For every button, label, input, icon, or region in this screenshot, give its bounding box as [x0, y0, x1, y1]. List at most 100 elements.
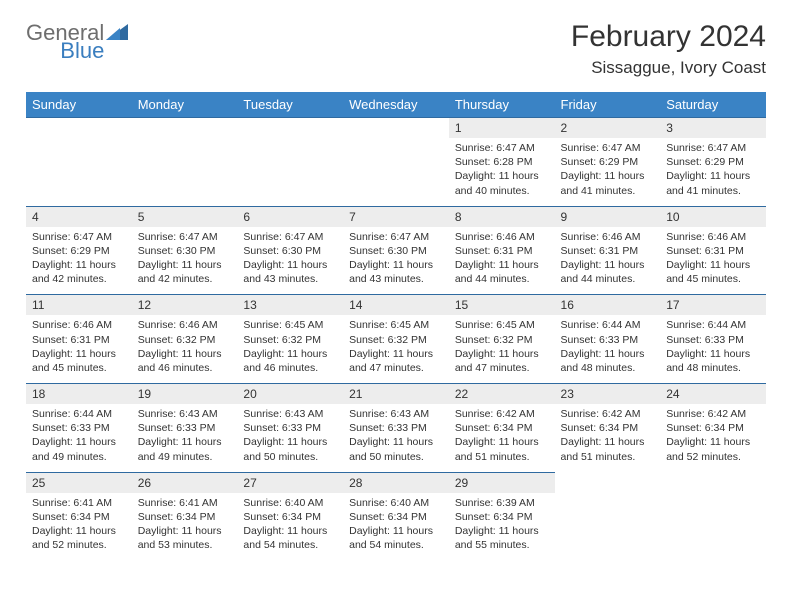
day-details: Sunrise: 6:45 AMSunset: 6:32 PMDaylight:…	[449, 315, 555, 383]
day-number: 15	[449, 294, 555, 315]
day-number: 17	[660, 294, 766, 315]
day-number: 27	[237, 472, 343, 493]
daylight-text: Daylight: 11 hours and 50 minutes.	[243, 435, 337, 463]
day-number: 23	[555, 383, 661, 404]
sunset-text: Sunset: 6:33 PM	[138, 421, 232, 435]
day-number: 11	[26, 294, 132, 315]
day-details: Sunrise: 6:39 AMSunset: 6:34 PMDaylight:…	[449, 493, 555, 561]
daylight-text: Daylight: 11 hours and 49 minutes.	[32, 435, 126, 463]
sunset-text: Sunset: 6:33 PM	[243, 421, 337, 435]
daylight-text: Daylight: 11 hours and 46 minutes.	[138, 347, 232, 375]
day-number: 4	[26, 206, 132, 227]
day-details: Sunrise: 6:42 AMSunset: 6:34 PMDaylight:…	[555, 404, 661, 472]
calendar-cell: 25Sunrise: 6:41 AMSunset: 6:34 PMDayligh…	[26, 472, 132, 561]
day-details: Sunrise: 6:40 AMSunset: 6:34 PMDaylight:…	[343, 493, 449, 561]
sunrise-text: Sunrise: 6:44 AM	[32, 407, 126, 421]
calendar-cell	[237, 117, 343, 206]
day-details: Sunrise: 6:46 AMSunset: 6:31 PMDaylight:…	[449, 227, 555, 295]
day-number	[555, 472, 661, 479]
day-details: Sunrise: 6:46 AMSunset: 6:31 PMDaylight:…	[660, 227, 766, 295]
sunrise-text: Sunrise: 6:42 AM	[561, 407, 655, 421]
daylight-text: Daylight: 11 hours and 51 minutes.	[455, 435, 549, 463]
sunrise-text: Sunrise: 6:39 AM	[455, 496, 549, 510]
calendar-cell: 11 Sunrise: 6:46 AMSunset: 6:31 PMDayligh…	[26, 294, 132, 383]
day-details: Sunrise: 6:46 AMSunset: 6:31 PMDaylight:…	[555, 227, 661, 295]
calendar-week-row: 11Sunrise: 6:46 AMSunset: 6:31 PMDayligh…	[26, 294, 766, 383]
sunset-text: Sunset: 6:33 PM	[32, 421, 126, 435]
page-header: General Blue February 2024 Sissaggue, Iv…	[26, 20, 766, 78]
daylight-text: Daylight: 11 hours and 48 minutes.	[561, 347, 655, 375]
sunrise-text: Sunrise: 6:42 AM	[666, 407, 760, 421]
sunrise-text: Sunrise: 6:46 AM	[138, 318, 232, 332]
dayname-row: Sunday Monday Tuesday Wednesday Thursday…	[26, 92, 766, 117]
daylight-text: Daylight: 11 hours and 45 minutes.	[32, 347, 126, 375]
day-number: 28	[343, 472, 449, 493]
daylight-text: Daylight: 11 hours and 50 minutes.	[349, 435, 443, 463]
daylight-text: Daylight: 11 hours and 47 minutes.	[455, 347, 549, 375]
sunset-text: Sunset: 6:33 PM	[666, 333, 760, 347]
day-details: Sunrise: 6:45 AMSunset: 6:32 PMDaylight:…	[343, 315, 449, 383]
daylight-text: Daylight: 11 hours and 48 minutes.	[666, 347, 760, 375]
location-subtitle: Sissaggue, Ivory Coast	[571, 58, 766, 78]
daylight-text: Daylight: 11 hours and 41 minutes.	[666, 169, 760, 197]
sunrise-text: Sunrise: 6:45 AM	[243, 318, 337, 332]
calendar-cell: 5Sunrise: 6:47 AMSunset: 6:30 PMDaylight…	[132, 206, 238, 295]
calendar-cell: 27 Sunrise: 6:40 AMSunset: 6:34 PMDayligh…	[237, 472, 343, 561]
day-number: 14	[343, 294, 449, 315]
calendar-cell: 22Sunrise: 6:42 AMSunset: 6:34 PMDayligh…	[449, 383, 555, 472]
day-details: Sunrise: 6:47 AMSunset: 6:30 PMDaylight:…	[343, 227, 449, 295]
day-number: 18	[26, 383, 132, 404]
calendar-week-row: 4Sunrise: 6:47 AMSunset: 6:29 PMDaylight…	[26, 206, 766, 295]
sunset-text: Sunset: 6:32 PM	[349, 333, 443, 347]
calendar-week-row: 1Sunrise: 6:47 AMSunset: 6:28 PMDaylight…	[26, 117, 766, 206]
sunset-text: Sunset: 6:31 PM	[32, 333, 126, 347]
daylight-text: Daylight: 11 hours and 54 minutes.	[243, 524, 337, 552]
sunset-text: Sunset: 6:33 PM	[561, 333, 655, 347]
day-details: Sunrise: 6:41 AMSunset: 6:34 PMDaylight:…	[26, 493, 132, 561]
calendar-cell: 23Sunrise: 6:42 AMSunset: 6:34 PMDayligh…	[555, 383, 661, 472]
sunrise-text: Sunrise: 6:46 AM	[32, 318, 126, 332]
sunrise-text: Sunrise: 6:44 AM	[561, 318, 655, 332]
daylight-text: Daylight: 11 hours and 42 minutes.	[32, 258, 126, 286]
calendar-cell: 17Sunrise: 6:44 AMSunset: 6:33 PMDayligh…	[660, 294, 766, 383]
calendar-cell: 9Sunrise: 6:46 AMSunset: 6:31 PMDaylight…	[555, 206, 661, 295]
calendar-cell: 14Sunrise: 6:45 AMSunset: 6:32 PMDayligh…	[343, 294, 449, 383]
sunset-text: Sunset: 6:34 PM	[666, 421, 760, 435]
daylight-text: Daylight: 11 hours and 45 minutes.	[666, 258, 760, 286]
sunrise-text: Sunrise: 6:40 AM	[243, 496, 337, 510]
calendar-cell	[343, 117, 449, 206]
dayname-tuesday: Tuesday	[237, 92, 343, 117]
sunset-text: Sunset: 6:29 PM	[666, 155, 760, 169]
sunset-text: Sunset: 6:31 PM	[666, 244, 760, 258]
daylight-text: Daylight: 11 hours and 41 minutes.	[561, 169, 655, 197]
daylight-text: Daylight: 11 hours and 43 minutes.	[349, 258, 443, 286]
calendar-cell: 12Sunrise: 6:46 AMSunset: 6:32 PMDayligh…	[132, 294, 238, 383]
day-details: Sunrise: 6:47 AMSunset: 6:29 PMDaylight:…	[660, 138, 766, 206]
calendar-cell: 28Sunrise: 6:40 AMSunset: 6:34 PMDayligh…	[343, 472, 449, 561]
day-number: 1	[449, 117, 555, 138]
day-number: 20	[237, 383, 343, 404]
calendar-cell: 24Sunrise: 6:42 AMSunset: 6:34 PMDayligh…	[660, 383, 766, 472]
day-details: Sunrise: 6:44 AMSunset: 6:33 PMDaylight:…	[555, 315, 661, 383]
sunset-text: Sunset: 6:34 PM	[349, 510, 443, 524]
daylight-text: Daylight: 11 hours and 44 minutes.	[561, 258, 655, 286]
sunset-text: Sunset: 6:30 PM	[138, 244, 232, 258]
day-details: Sunrise: 6:45 AMSunset: 6:32 PMDaylight:…	[237, 315, 343, 383]
sunset-text: Sunset: 6:28 PM	[455, 155, 549, 169]
dayname-sunday: Sunday	[26, 92, 132, 117]
sunrise-text: Sunrise: 6:46 AM	[455, 230, 549, 244]
day-details: Sunrise: 6:47 AMSunset: 6:29 PMDaylight:…	[555, 138, 661, 206]
day-details: Sunrise: 6:46 AMSunset: 6:32 PMDaylight:…	[132, 315, 238, 383]
day-details: Sunrise: 6:42 AMSunset: 6:34 PMDaylight:…	[449, 404, 555, 472]
day-number: 7	[343, 206, 449, 227]
calendar-cell	[26, 117, 132, 206]
sunset-text: Sunset: 6:30 PM	[243, 244, 337, 258]
sunrise-text: Sunrise: 6:46 AM	[561, 230, 655, 244]
day-details: Sunrise: 6:43 AMSunset: 6:33 PMDaylight:…	[132, 404, 238, 472]
sunset-text: Sunset: 6:34 PM	[243, 510, 337, 524]
sunrise-text: Sunrise: 6:47 AM	[138, 230, 232, 244]
sunrise-text: Sunrise: 6:45 AM	[455, 318, 549, 332]
calendar-week-row: 25Sunrise: 6:41 AMSunset: 6:34 PMDayligh…	[26, 472, 766, 561]
daylight-text: Daylight: 11 hours and 49 minutes.	[138, 435, 232, 463]
calendar-table: Sunday Monday Tuesday Wednesday Thursday…	[26, 92, 766, 560]
